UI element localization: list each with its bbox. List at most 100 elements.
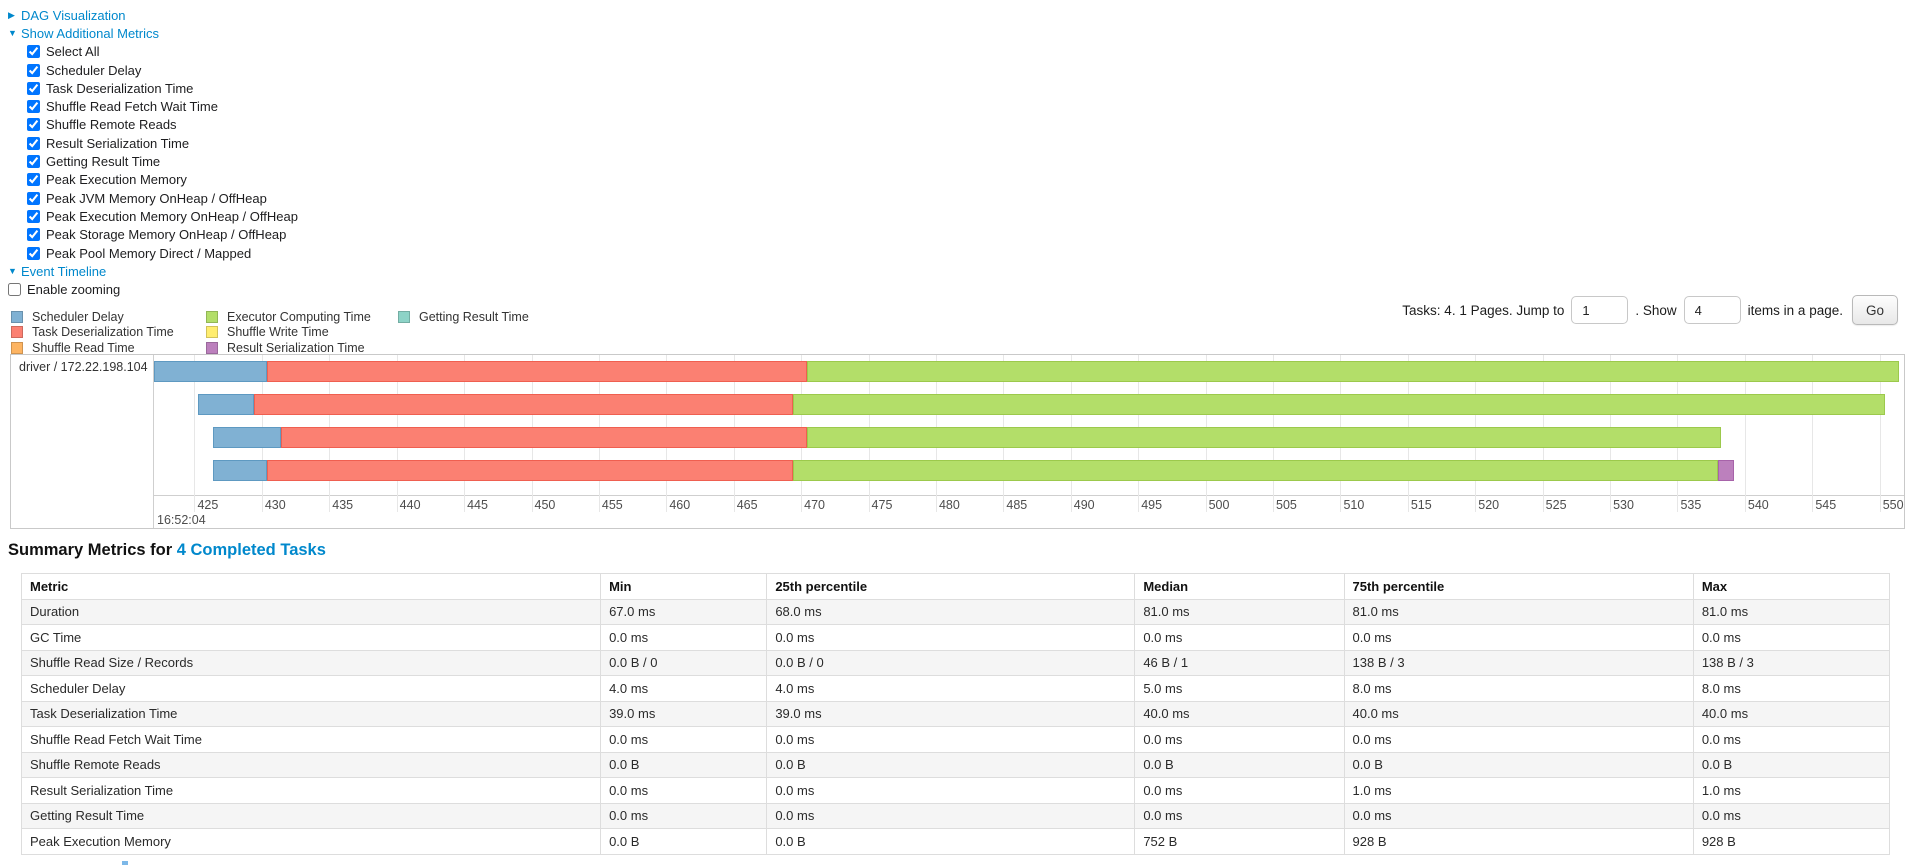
metric-value-cell: 5.0 ms — [1134, 675, 1345, 702]
metric-value-cell: 0.0 ms — [1134, 624, 1345, 651]
enable-zooming-checkbox[interactable] — [8, 283, 21, 297]
axis-tick-label: 485 — [1006, 498, 1028, 512]
metric-checkbox[interactable] — [27, 209, 40, 223]
legend-item: Result Serialization Time — [206, 340, 371, 356]
task-bar-segment-task-deserialization[interactable] — [267, 460, 794, 481]
axis-tick-label: 450 — [534, 498, 556, 512]
time-axis-line — [154, 495, 1904, 496]
task-bar-segment-scheduler-delay[interactable] — [213, 460, 268, 481]
task-bar-segment-scheduler-delay[interactable] — [154, 361, 268, 382]
metric-checkbox[interactable] — [27, 228, 40, 242]
metric-checkbox-label[interactable]: Select All — [46, 44, 100, 60]
metric-checkbox[interactable] — [27, 136, 40, 150]
metric-value-cell: 4.0 ms — [600, 675, 768, 702]
metric-checkbox-label[interactable]: Shuffle Read Fetch Wait Time — [46, 99, 218, 115]
axis-tick-label: 490 — [1073, 498, 1095, 512]
task-bar-segment-executor-computing[interactable] — [793, 460, 1718, 481]
axis-gridline — [1744, 355, 1746, 512]
task-bar-segment-executor-computing[interactable] — [793, 394, 1886, 415]
metric-checkbox-label[interactable]: Getting Result Time — [46, 154, 161, 170]
metric-value-cell: 40.0 ms — [1692, 700, 1891, 727]
scheduler-delay-swatch — [11, 310, 23, 323]
completed-tasks-link[interactable]: 4 Completed Tasks — [176, 541, 326, 559]
metric-checkbox[interactable] — [27, 45, 40, 59]
legend-item: Task Deserialization Time — [11, 325, 174, 341]
metric-checkbox[interactable] — [27, 155, 40, 169]
axis-gridline — [1812, 355, 1814, 512]
metric-checkbox[interactable] — [27, 100, 40, 114]
task-bar-segment-executor-computing[interactable] — [806, 361, 1899, 382]
axis-tick-label: 540 — [1747, 498, 1769, 512]
metric-checkbox-row: Shuffle Read Fetch Wait Time — [8, 97, 298, 115]
task-bar-segment-task-deserialization[interactable] — [253, 394, 794, 415]
metric-value-cell: 138 B / 3 — [1692, 649, 1891, 676]
event-timeline-toggle[interactable]: ▼ Event Timeline — [8, 262, 298, 280]
summary-column-header: Min — [600, 573, 768, 600]
metric-checkbox-label[interactable]: Peak Execution Memory — [46, 172, 187, 188]
legend-column: Scheduler Delay Task Deserialization Time… — [11, 309, 174, 356]
axis-tick-label: 535 — [1680, 498, 1702, 512]
metric-checkbox-label[interactable]: Peak Pool Memory Direct / Mapped — [46, 245, 252, 261]
metric-checkbox[interactable] — [27, 191, 40, 205]
shuffle-write-swatch — [206, 326, 218, 339]
metric-checkbox[interactable] — [27, 246, 40, 260]
task-bar-segment-scheduler-delay[interactable] — [213, 427, 281, 448]
metric-checkbox-label[interactable]: Shuffle Remote Reads — [46, 117, 177, 133]
metric-value-cell: 0.0 B — [1692, 751, 1891, 778]
show-additional-metrics-toggle[interactable]: ▼ Show Additional Metrics — [8, 24, 298, 42]
task-bar-segment-task-deserialization[interactable] — [267, 361, 807, 382]
table-row: Shuffle Remote Reads 0.0 B 0.0 B 0.0 B 0.0 B… — [20, 751, 1891, 778]
legend-item: Scheduler Delay — [11, 309, 174, 325]
task-bar-segment-executor-computing[interactable] — [806, 427, 1721, 448]
task-bar-segment-result-serialization[interactable] — [1717, 460, 1735, 481]
metric-value-cell: 0.0 ms — [766, 726, 1136, 753]
metric-checkbox[interactable] — [27, 63, 40, 77]
summary-table-body: Duration 67.0 ms 68.0 ms 81.0 ms 81.0 ms 81.0… — [20, 598, 1891, 855]
metric-checkbox-label[interactable]: Peak JVM Memory OnHeap / OffHeap — [46, 190, 267, 206]
metric-checkbox-label[interactable]: Peak Execution Memory OnHeap / OffHeap — [46, 208, 298, 224]
metric-checkbox-label[interactable]: Task Deserialization Time — [46, 80, 194, 96]
metric-value-cell: 0.0 B / 0 — [766, 649, 1136, 676]
summary-title-text: Summary Metrics for — [8, 541, 173, 559]
legend-item: Getting Result Time — [398, 309, 529, 325]
summary-table-header-row: Metric Min 25th percentile Median 75th perce… — [20, 573, 1891, 600]
metric-value-cell: 8.0 ms — [1343, 675, 1694, 702]
metric-value-cell: 0.0 ms — [1343, 624, 1694, 651]
pagination-suffix-text: items in a page. — [1747, 302, 1843, 318]
metric-checkbox-label[interactable]: Peak Storage Memory OnHeap / OffHeap — [46, 227, 287, 243]
dag-visualization-link[interactable]: DAG Visualization — [21, 7, 126, 23]
axis-tick-label: 460 — [669, 498, 691, 512]
axis-tick-label: 545 — [1815, 498, 1837, 512]
legend-label: Executor Computing Time — [227, 309, 371, 324]
metric-value-cell: 0.0 ms — [600, 726, 768, 753]
metric-checkbox-label[interactable]: Scheduler Delay — [46, 62, 142, 78]
show-additional-metrics-link[interactable]: Show Additional Metrics — [21, 25, 160, 41]
items-per-page-input[interactable] — [1683, 296, 1741, 324]
metric-value-cell: 0.0 ms — [600, 802, 768, 829]
dag-visualization-toggle[interactable]: ▶ DAG Visualization — [8, 6, 298, 24]
metric-checkbox-row: Scheduler Delay — [8, 61, 298, 79]
metric-checkbox[interactable] — [27, 118, 40, 132]
event-timeline-link[interactable]: Event Timeline — [21, 263, 107, 279]
axis-tick-label: 465 — [736, 498, 758, 512]
task-bar-segment-scheduler-delay[interactable] — [198, 394, 254, 415]
axis-tick-label: 500 — [1208, 498, 1230, 512]
table-row: Peak Execution Memory 0.0 B 0.0 B 752 B 928 … — [20, 828, 1891, 855]
metric-checkbox-label[interactable]: Result Serialization Time — [46, 135, 190, 151]
metric-value-cell: 0.0 B — [1134, 751, 1345, 778]
metric-name-cell: Result Serialization Time — [20, 777, 602, 804]
task-bar-segment-task-deserialization[interactable] — [280, 427, 807, 448]
shuffle-read-swatch — [11, 341, 23, 354]
metric-checkbox-row: Peak JVM Memory OnHeap / OffHeap — [8, 189, 298, 207]
go-button[interactable]: Go — [1851, 295, 1898, 325]
metric-value-cell: 67.0 ms — [600, 598, 768, 625]
timeline-plot: 16:52:04 425 430 435 440 445 450 455 460 465 470 4… — [153, 355, 1904, 528]
metric-checkbox[interactable] — [27, 173, 40, 187]
metric-value-cell: 0.0 B — [766, 751, 1136, 778]
summary-table: Metric Min 25th percentile Median 75th perce… — [20, 573, 1891, 855]
jump-to-page-input[interactable] — [1571, 296, 1629, 324]
metric-checkbox-row: Getting Result Time — [8, 152, 298, 170]
metric-value-cell: 46 B / 1 — [1134, 649, 1345, 676]
metric-checkbox[interactable] — [27, 81, 40, 95]
